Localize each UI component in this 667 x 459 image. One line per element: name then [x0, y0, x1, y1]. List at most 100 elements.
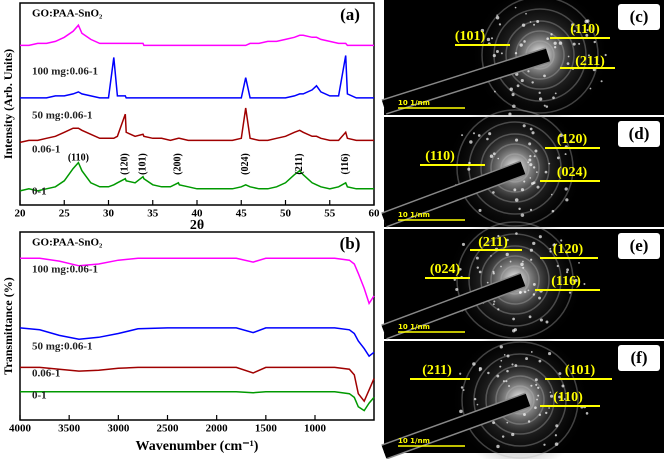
- diffraction-spot: [535, 383, 538, 386]
- diffraction-spot: [492, 272, 495, 275]
- diffraction-spot: [539, 318, 543, 322]
- plane-label: (120): [557, 132, 588, 147]
- diffraction-spot: [503, 354, 506, 356]
- diffraction-spot: [508, 385, 511, 388]
- diffraction-spot: [585, 412, 589, 415]
- panel-label: (a): [340, 5, 360, 24]
- plane-label: (120): [553, 242, 584, 257]
- diffraction-spot: [566, 251, 569, 254]
- diffraction-spot: [478, 270, 482, 274]
- diffraction-spot: [537, 386, 540, 389]
- diffraction-spot: [527, 70, 530, 73]
- diffraction-spot: [532, 241, 536, 246]
- diffraction-spot: [528, 158, 532, 162]
- diffraction-spot: [514, 364, 518, 367]
- diffraction-spot: [493, 300, 496, 303]
- diffraction-spot: [528, 315, 532, 319]
- diffraction-spot: [519, 290, 522, 294]
- x-tick-label: 35: [147, 208, 159, 220]
- diffraction-spot: [589, 87, 592, 90]
- diffraction-spot: [461, 134, 464, 137]
- diffraction-spot: [566, 62, 570, 66]
- plane-label: (024): [557, 165, 588, 180]
- x-tick-label: 2000: [206, 423, 229, 435]
- diffraction-spot: [514, 51, 518, 55]
- diffraction-spot: [497, 234, 500, 238]
- diffraction-spot: [476, 266, 479, 269]
- series-label: 50 mg:0.06-1: [32, 341, 93, 353]
- diffraction-spot: [553, 41, 557, 45]
- diffraction-spot: [553, 46, 557, 49]
- diffraction-spot: [543, 443, 546, 446]
- diffraction-spot: [508, 112, 512, 116]
- diffraction-spot: [523, 40, 526, 43]
- diffraction-spot: [496, 14, 498, 16]
- x-tick-label: 60: [369, 208, 381, 220]
- scale-label: 10 1/nm: [398, 211, 430, 219]
- diffraction-spot: [521, 23, 526, 27]
- diffraction-spot: [535, 171, 538, 174]
- diffraction-spot: [532, 181, 536, 185]
- peak-label: (211): [294, 153, 305, 174]
- diffraction-spot: [529, 21, 532, 23]
- diffraction-spot: [556, 264, 559, 268]
- data-line: [20, 391, 375, 412]
- diffraction-spot: [512, 317, 515, 321]
- diffraction-spot: [538, 235, 542, 239]
- saed-image: (101) (110) (211) 10 1/nm (c): [381, 0, 664, 125]
- diffraction-spot: [518, 207, 521, 211]
- diffraction-spot: [492, 303, 495, 306]
- diffraction-spot: [578, 42, 581, 45]
- plane-label: (024): [430, 262, 461, 277]
- plane-label: (110): [570, 22, 600, 37]
- diffraction-spot: [523, 290, 527, 294]
- beam-stopper: [381, 393, 531, 459]
- diffraction-spot: [600, 80, 603, 83]
- diffraction-spot: [536, 398, 538, 401]
- diffraction-spot: [567, 55, 570, 58]
- plane-label: (101): [455, 29, 486, 44]
- diffraction-spot: [494, 90, 496, 93]
- diffraction-ring: [468, 233, 562, 327]
- diffraction-spot: [505, 252, 509, 257]
- diffraction-spot: [520, 78, 524, 83]
- panel-label: (f): [631, 348, 648, 367]
- diffraction-spot: [486, 281, 489, 284]
- diffraction-spot: [559, 133, 563, 138]
- diffraction-spot: [554, 434, 558, 437]
- diffraction-spot: [458, 267, 462, 271]
- diffraction-spot: [461, 242, 466, 246]
- x-tick-label: 1500: [255, 423, 278, 435]
- data-line: [20, 23, 374, 47]
- diffraction-spot: [551, 209, 555, 213]
- x-tick-label: 1000: [304, 423, 327, 435]
- diffraction-ring: [480, 133, 550, 203]
- diffraction-ring: [485, 365, 555, 435]
- panel-label: (e): [630, 236, 649, 255]
- diffraction-spot: [511, 93, 515, 97]
- diffraction-spot: [511, 363, 514, 366]
- diffraction-spot: [460, 386, 464, 389]
- panel-label-box: [618, 345, 660, 371]
- diffraction-spot: [501, 435, 505, 438]
- diffraction-spot: [568, 291, 572, 294]
- diffraction-spot: [534, 406, 537, 410]
- diffraction-spot: [572, 42, 576, 46]
- beam-stopper: [381, 273, 526, 339]
- diffraction-spot: [506, 238, 509, 242]
- diffraction-spot: [537, 394, 540, 397]
- diffraction-spot: [453, 278, 456, 281]
- chart-title: GO:PAA-SnO₂: [32, 8, 103, 20]
- diffraction-spot: [531, 131, 535, 135]
- series-label: 50 mg:0.06-1: [32, 110, 93, 122]
- diffraction-spot: [545, 320, 549, 324]
- diffraction-spot: [538, 413, 542, 417]
- diffraction-spot: [479, 367, 481, 369]
- x-tick-label: 30: [103, 208, 115, 220]
- x-tick-label: 2500: [157, 423, 180, 435]
- diffraction-spot: [545, 411, 548, 415]
- x-axis-label: 2θ: [190, 218, 204, 233]
- diffraction-spot: [548, 162, 551, 165]
- diffraction-spot: [550, 394, 554, 398]
- diffraction-spot: [492, 54, 496, 58]
